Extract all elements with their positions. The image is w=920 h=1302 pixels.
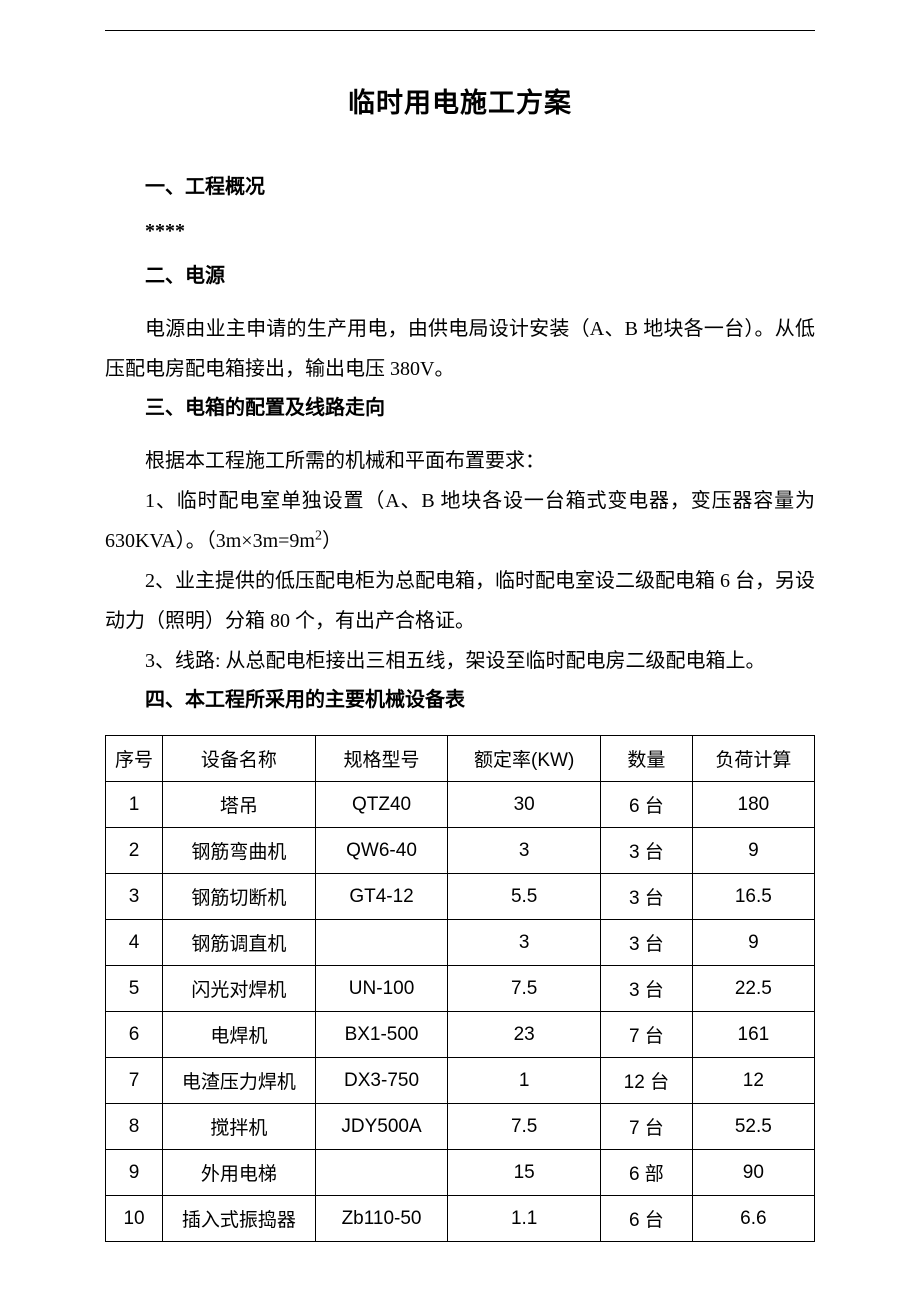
- cell-load: 16.5: [692, 874, 814, 920]
- cell-kw: 1.1: [448, 1196, 601, 1242]
- cell-qty: 3 台: [601, 966, 693, 1012]
- cell-model: QW6-40: [315, 828, 447, 874]
- section-3-paragraph-2: 1、临时配电室单独设置（A、B 地块各设一台箱式变电器，变压器容量为 630KV…: [105, 481, 815, 561]
- cell-model: DX3-750: [315, 1058, 447, 1104]
- col-header-rated-kw: 额定率(KW): [448, 736, 601, 782]
- cell-name: 塔吊: [163, 782, 316, 828]
- cell-seq: 1: [106, 782, 163, 828]
- cell-seq: 9: [106, 1150, 163, 1196]
- cell-qty: 7 台: [601, 1012, 693, 1058]
- cell-model: GT4-12: [315, 874, 447, 920]
- section-3-p2-text-b: ）: [322, 530, 342, 552]
- cell-name: 电渣压力焊机: [163, 1058, 316, 1104]
- cell-load: 22.5: [692, 966, 814, 1012]
- col-header-name: 设备名称: [163, 736, 316, 782]
- section-3-heading: 三、电箱的配置及线路走向: [105, 389, 815, 427]
- section-1-heading: 一、工程概况: [105, 168, 815, 206]
- table-row: 5 闪光对焊机 UN-100 7.5 3 台 22.5: [106, 966, 815, 1012]
- cell-name: 插入式振捣器: [163, 1196, 316, 1242]
- cell-qty: 3 台: [601, 920, 693, 966]
- cell-seq: 8: [106, 1104, 163, 1150]
- table-row: 3 钢筋切断机 GT4-12 5.5 3 台 16.5: [106, 874, 815, 920]
- cell-model: [315, 920, 447, 966]
- cell-load: 12: [692, 1058, 814, 1104]
- cell-load: 9: [692, 920, 814, 966]
- cell-model: QTZ40: [315, 782, 447, 828]
- section-4-heading: 四、本工程所采用的主要机械设备表: [105, 681, 815, 719]
- col-header-load: 负荷计算: [692, 736, 814, 782]
- table-row: 6 电焊机 BX1-500 23 7 台 161: [106, 1012, 815, 1058]
- cell-model: Zb110-50: [315, 1196, 447, 1242]
- cell-kw: 23: [448, 1012, 601, 1058]
- cell-name: 钢筋切断机: [163, 874, 316, 920]
- cell-seq: 10: [106, 1196, 163, 1242]
- section-3-paragraph-3: 2、业主提供的低压配电柜为总配电箱，临时配电室设二级配电箱 6 台，另设动力（照…: [105, 561, 815, 641]
- cell-kw: 15: [448, 1150, 601, 1196]
- cell-qty: 6 部: [601, 1150, 693, 1196]
- section-3-p2-text-a: 1、临时配电室单独设置（A、B 地块各设一台箱式变电器，变压器容量为 630KV…: [105, 490, 815, 552]
- cell-name: 钢筋调直机: [163, 920, 316, 966]
- cell-load: 180: [692, 782, 814, 828]
- cell-seq: 3: [106, 874, 163, 920]
- section-3-paragraph-4: 3、线路: 从总配电柜接出三相五线，架设至临时配电房二级配电箱上。: [105, 641, 815, 681]
- table-row: 9 外用电梯 15 6 部 90: [106, 1150, 815, 1196]
- cell-qty: 6 台: [601, 782, 693, 828]
- section-2-paragraph-1: 电源由业主申请的生产用电，由供电局设计安装（A、B 地块各一台）。从低压配电房配…: [105, 309, 815, 389]
- cell-seq: 6: [106, 1012, 163, 1058]
- cell-seq: 5: [106, 966, 163, 1012]
- document-title: 临时用电施工方案: [105, 81, 815, 120]
- cell-model: JDY500A: [315, 1104, 447, 1150]
- cell-load: 90: [692, 1150, 814, 1196]
- equipment-table: 序号 设备名称 规格型号 额定率(KW) 数量 负荷计算 1 塔吊 QTZ40 …: [105, 735, 815, 1242]
- cell-name: 外用电梯: [163, 1150, 316, 1196]
- table-row: 4 钢筋调直机 3 3 台 9: [106, 920, 815, 966]
- cell-load: 161: [692, 1012, 814, 1058]
- table-row: 8 搅拌机 JDY500A 7.5 7 台 52.5: [106, 1104, 815, 1150]
- cell-kw: 5.5: [448, 874, 601, 920]
- squared-superscript: 2: [315, 528, 322, 543]
- cell-name: 电焊机: [163, 1012, 316, 1058]
- cell-qty: 6 台: [601, 1196, 693, 1242]
- cell-kw: 3: [448, 828, 601, 874]
- cell-seq: 4: [106, 920, 163, 966]
- col-header-quantity: 数量: [601, 736, 693, 782]
- section-3-paragraph-1: 根据本工程施工所需的机械和平面布置要求：: [105, 441, 815, 481]
- cell-model: BX1-500: [315, 1012, 447, 1058]
- cell-kw: 30: [448, 782, 601, 828]
- cell-name: 钢筋弯曲机: [163, 828, 316, 874]
- cell-kw: 7.5: [448, 1104, 601, 1150]
- cell-name: 闪光对焊机: [163, 966, 316, 1012]
- cell-seq: 2: [106, 828, 163, 874]
- cell-seq: 7: [106, 1058, 163, 1104]
- table-row: 7 电渣压力焊机 DX3-750 1 12 台 12: [106, 1058, 815, 1104]
- document-page: 临时用电施工方案 一、工程概况 **** 二、电源 电源由业主申请的生产用电，由…: [0, 0, 920, 1302]
- table-row: 2 钢筋弯曲机 QW6-40 3 3 台 9: [106, 828, 815, 874]
- section-2-heading: 二、电源: [105, 257, 815, 295]
- cell-model: UN-100: [315, 966, 447, 1012]
- cell-name: 搅拌机: [163, 1104, 316, 1150]
- cell-qty: 3 台: [601, 874, 693, 920]
- cell-qty: 12 台: [601, 1058, 693, 1104]
- col-header-seq: 序号: [106, 736, 163, 782]
- cell-model: [315, 1150, 447, 1196]
- table-row: 10 插入式振捣器 Zb110-50 1.1 6 台 6.6: [106, 1196, 815, 1242]
- cell-kw: 3: [448, 920, 601, 966]
- cell-qty: 7 台: [601, 1104, 693, 1150]
- cell-kw: 1: [448, 1058, 601, 1104]
- col-header-model: 规格型号: [315, 736, 447, 782]
- cell-qty: 3 台: [601, 828, 693, 874]
- top-rule: [105, 30, 815, 31]
- cell-kw: 7.5: [448, 966, 601, 1012]
- section-1-placeholder: ****: [105, 220, 815, 243]
- cell-load: 9: [692, 828, 814, 874]
- table-header-row: 序号 设备名称 规格型号 额定率(KW) 数量 负荷计算: [106, 736, 815, 782]
- cell-load: 52.5: [692, 1104, 814, 1150]
- cell-load: 6.6: [692, 1196, 814, 1242]
- equipment-table-body: 1 塔吊 QTZ40 30 6 台 180 2 钢筋弯曲机 QW6-40 3 3…: [106, 782, 815, 1242]
- table-row: 1 塔吊 QTZ40 30 6 台 180: [106, 782, 815, 828]
